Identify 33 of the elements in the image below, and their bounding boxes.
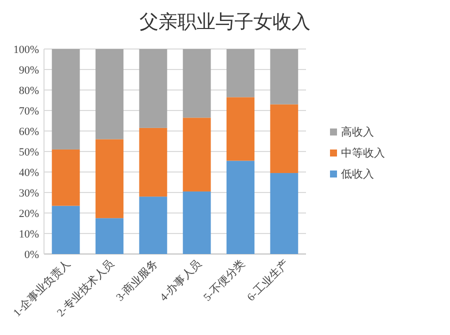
bar (182, 118, 211, 192)
y-tick-label: 80% (18, 85, 39, 97)
y-tick-label: 20% (18, 208, 39, 220)
legend-label: 高收入 (341, 126, 374, 138)
y-tick-label: 50% (18, 146, 39, 158)
bar (139, 128, 168, 197)
bar (226, 97, 254, 161)
bar (96, 218, 124, 254)
legend-label: 低收入 (341, 168, 374, 180)
bar (270, 173, 298, 254)
y-tick-label: 30% (18, 188, 39, 200)
y-tick-label: 70% (18, 106, 39, 118)
y-tick-label: 60% (18, 126, 39, 138)
bar (96, 49, 124, 140)
y-tick-label: 90% (18, 64, 39, 76)
y-tick-label: 40% (18, 167, 39, 179)
bar (96, 139, 124, 218)
bar (52, 49, 80, 150)
bar (52, 206, 80, 254)
y-tick-label: 100% (13, 44, 39, 56)
bar (270, 49, 298, 104)
legend-label: 中等收入 (341, 146, 385, 160)
bar (270, 104, 298, 174)
y-tick-label: 10% (18, 228, 39, 240)
bar (139, 196, 168, 254)
bar (226, 160, 254, 254)
bar (52, 149, 80, 206)
chart-title: 父亲职业与子女收入 (140, 11, 310, 33)
y-tick-label: 0% (24, 249, 39, 261)
bar (226, 49, 254, 98)
bar (182, 191, 211, 254)
bar (139, 49, 168, 128)
bar (182, 49, 211, 118)
